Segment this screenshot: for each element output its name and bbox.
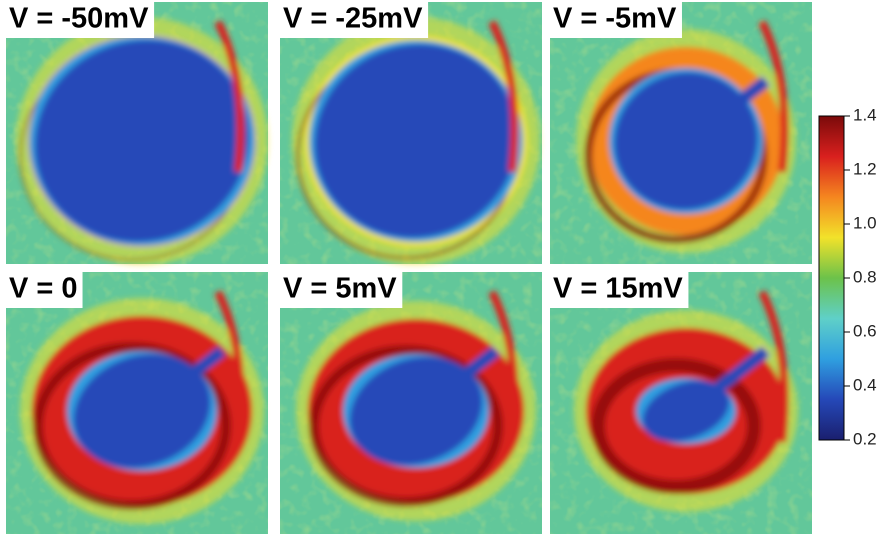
colorbar-tick-label: 0.2 [853, 429, 877, 448]
panel-label: V = 5mV [283, 273, 397, 305]
panel-label: V = 15mV [553, 273, 683, 305]
page: {"chart_data": {"type": "heatmap", "pane… [0, 0, 893, 535]
panel-label: V = -5mV [553, 3, 677, 35]
colorbar [819, 116, 844, 440]
heatmap-panel: V = 0 [6, 272, 268, 534]
colorbar-tick-label: 1.2 [853, 159, 877, 178]
panel-label: V = 0 [9, 273, 78, 305]
panel-label: V = -50mV [9, 3, 149, 35]
heatmap-panel: V = -5mV [550, 2, 812, 264]
colorbar-tick-label: 1.0 [853, 213, 877, 232]
heatmap-panel: V = -25mV [280, 2, 545, 266]
colorbar-tick-label: 0.6 [853, 321, 877, 340]
panel-label: V = -25mV [283, 3, 423, 35]
heatmap-panel: V = 15mV [550, 272, 812, 534]
colorbar-tick-label: 0.4 [853, 375, 877, 394]
heatmap-panel: V = 5mV [280, 272, 542, 534]
colorbar-tick-label: 0.8 [853, 267, 877, 286]
colorbar-tick-label: 1.4 [853, 105, 877, 124]
heatmap-panel: V = -50mV [6, 2, 278, 272]
figure: V = -50mV V = -25mV V = -5mV V = 0 V = 5mV V … [0, 0, 893, 535]
